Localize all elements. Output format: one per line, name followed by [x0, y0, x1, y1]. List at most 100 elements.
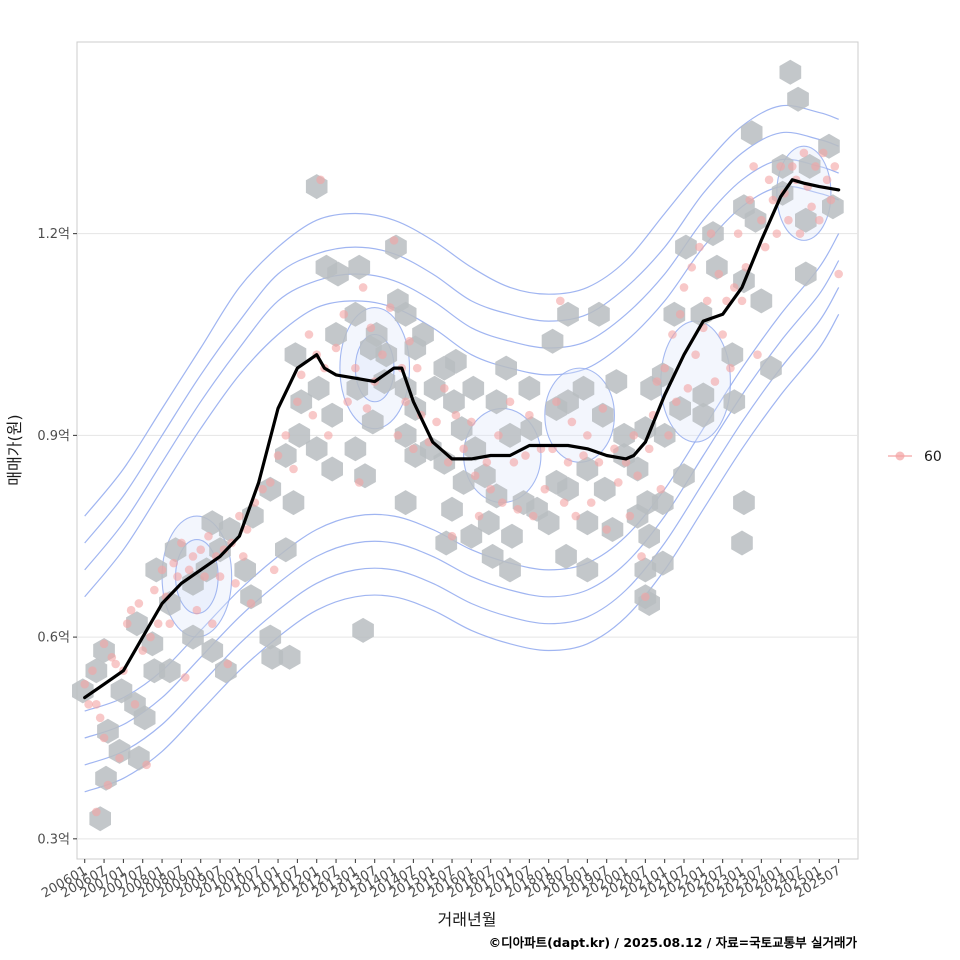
hex-bin: [361, 409, 384, 435]
hex-bin: [626, 456, 649, 482]
hex-bin: [572, 375, 595, 401]
hex-bin: [634, 416, 657, 442]
data-point: [339, 310, 349, 319]
hex-bin: [485, 389, 508, 415]
data-point: [378, 350, 387, 359]
contour-upper: [84, 104, 839, 517]
data-point: [764, 175, 774, 185]
data-point: [505, 397, 515, 407]
hex-bin: [593, 476, 616, 502]
data-point: [583, 431, 592, 440]
data-point: [88, 666, 97, 676]
data-point: [509, 457, 519, 467]
data-point: [702, 296, 712, 306]
hex-bin: [133, 705, 156, 731]
hex-bin: [201, 638, 224, 663]
data-point: [629, 431, 639, 440]
data-point: [594, 457, 604, 467]
data-point: [675, 310, 685, 319]
data-point: [95, 713, 105, 723]
hex-bin: [663, 301, 686, 327]
data-point: [637, 552, 646, 561]
data-point: [467, 417, 476, 427]
data-point: [714, 269, 724, 279]
data-point: [142, 760, 151, 770]
hex-bin: [673, 463, 695, 489]
data-point: [474, 511, 484, 521]
hex-bin: [557, 389, 579, 415]
data-point: [486, 484, 495, 494]
x-axis-ticks: 2006012006072007012007072008012008072009…: [39, 859, 844, 901]
data-point: [822, 175, 832, 185]
data-point: [273, 451, 283, 460]
data-point: [451, 410, 461, 420]
data-point: [497, 498, 507, 507]
data-point: [776, 162, 785, 171]
data-point: [331, 343, 341, 353]
hex-bin: [733, 490, 755, 516]
data-point: [281, 431, 291, 440]
data-point: [200, 572, 209, 581]
hex-bin: [795, 207, 817, 233]
hex-bin: [182, 624, 204, 650]
legend-label: 60: [924, 449, 942, 465]
hex-bin: [259, 624, 282, 650]
data-point: [753, 350, 762, 359]
data-point: [772, 229, 782, 238]
data-point: [208, 619, 217, 628]
hex-bin: [634, 557, 657, 583]
hex-bin: [373, 369, 396, 395]
data-point: [807, 202, 816, 212]
data-point: [598, 404, 608, 413]
data-point: [111, 659, 120, 669]
data-point: [656, 484, 666, 494]
data-point: [525, 410, 534, 420]
data-point: [242, 525, 252, 534]
data-point: [729, 283, 739, 292]
x-axis-title: 거래년월: [438, 910, 497, 929]
data-point: [115, 753, 124, 763]
data-point: [830, 162, 840, 171]
hex-bin: [284, 342, 307, 368]
data-point: [231, 579, 240, 588]
hex-bin: [321, 402, 343, 428]
hex-bin: [557, 301, 579, 327]
data-point: [405, 336, 414, 346]
data-point: [726, 363, 735, 373]
data-point: [567, 417, 577, 427]
data-point: [80, 679, 90, 689]
hex-bin: [259, 476, 282, 502]
hex-bin: [462, 375, 485, 401]
data-point: [215, 572, 225, 581]
data-point: [235, 511, 244, 521]
data-point: [559, 498, 569, 507]
data-point: [308, 410, 318, 420]
hex-bin: [541, 328, 564, 354]
data-point: [644, 444, 654, 454]
hex-bin: [348, 254, 371, 280]
hex-bin: [518, 375, 541, 401]
hex-bin: [557, 476, 579, 502]
hex-bin: [520, 416, 543, 442]
data-point: [99, 733, 109, 743]
hex-bin: [394, 301, 417, 327]
y-tick-label: 0.3억: [37, 832, 70, 847]
data-point: [749, 162, 758, 171]
data-point: [664, 431, 673, 440]
data-point: [586, 498, 596, 507]
hex-bin: [481, 543, 504, 569]
trend-line: [83, 178, 841, 700]
data-point: [385, 303, 395, 312]
hex-bin: [576, 456, 599, 482]
hex-bin: [145, 557, 168, 583]
data-point: [826, 195, 836, 205]
data-point: [540, 484, 550, 494]
data-point: [447, 531, 457, 541]
hex-bin: [126, 611, 148, 637]
data-point: [138, 646, 148, 655]
data-point: [641, 592, 650, 602]
data-point: [768, 195, 778, 205]
data-point: [563, 457, 573, 467]
data-point: [173, 572, 182, 581]
data-point: [192, 605, 202, 615]
